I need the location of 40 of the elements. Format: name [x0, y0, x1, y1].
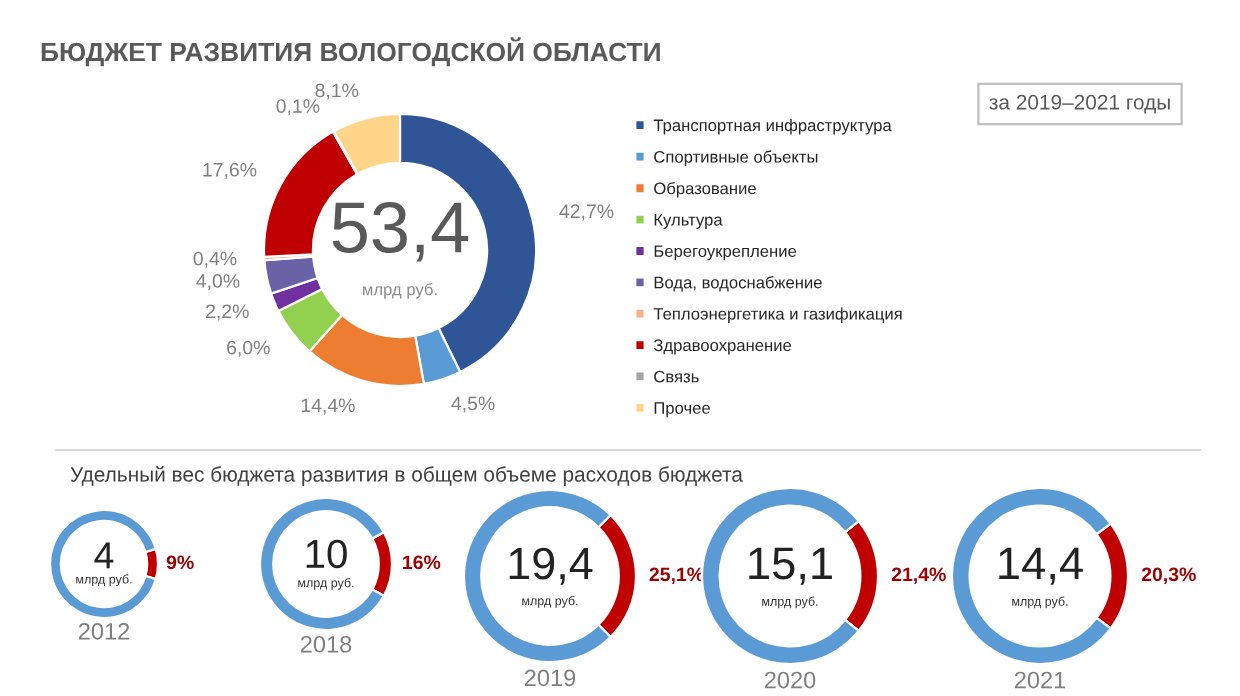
legend-label: Связь — [654, 370, 699, 383]
text: 15,1 — [749, 547, 832, 585]
text: 4 — [94, 542, 114, 569]
data-label: 20,3% — [1141, 567, 1196, 585]
data-label: 8,1% — [315, 83, 359, 100]
legend-label: Теплоэнергетика и газификация — [653, 307, 902, 324]
legend-label: Здравоохранение — [653, 339, 792, 355]
text: за 2019–2021 годы — [989, 94, 1170, 114]
data-label: 0,1% — [276, 99, 320, 116]
text: 2021 — [1014, 671, 1066, 689]
data-label: 4,5% — [451, 396, 495, 413]
legend-label: Транспортная инфраструктура — [653, 119, 892, 135]
legend-label: Культура — [654, 214, 723, 229]
data-label: 9% — [166, 555, 194, 570]
text: Удельный вес бюджета развития в общем объеме расходов бюджета — [70, 466, 743, 486]
text: 2020 — [764, 671, 816, 689]
legend-label: Спортивные объекты — [654, 150, 818, 167]
chart-title: БЮДЖЕТ РАЗВИТИЯ ВОЛОГОДСКОЙ ОБЛАСТИ — [41, 37, 660, 67]
data-label: 17,6% — [203, 162, 257, 179]
text: 2019 — [524, 669, 576, 687]
data-label: 25,1% — [649, 567, 704, 585]
legend-label: Образование — [654, 181, 756, 198]
legend-label: Вода, водоснабжение — [654, 276, 822, 292]
text: 2018 — [300, 635, 352, 653]
text: 10 — [306, 539, 347, 569]
data-label: 6,0% — [227, 340, 270, 357]
text: 14,4 — [999, 547, 1083, 585]
text: 53,4 — [332, 201, 469, 262]
data-label: 21,4% — [891, 567, 946, 585]
data-label: 0,4% — [193, 251, 237, 268]
text: 19,4 — [509, 547, 593, 585]
text: 2012 — [78, 622, 130, 640]
legend-label: Берегоукрепление — [654, 245, 797, 261]
data-label: 14,4% — [301, 398, 355, 415]
data-label: 4,0% — [196, 274, 240, 291]
legend-label: Прочее — [654, 402, 710, 418]
data-label: 2,2% — [206, 304, 249, 321]
data-label: 42,7% — [559, 204, 614, 221]
text: млрд руб. — [363, 282, 437, 299]
data-label: 16% — [403, 555, 441, 570]
